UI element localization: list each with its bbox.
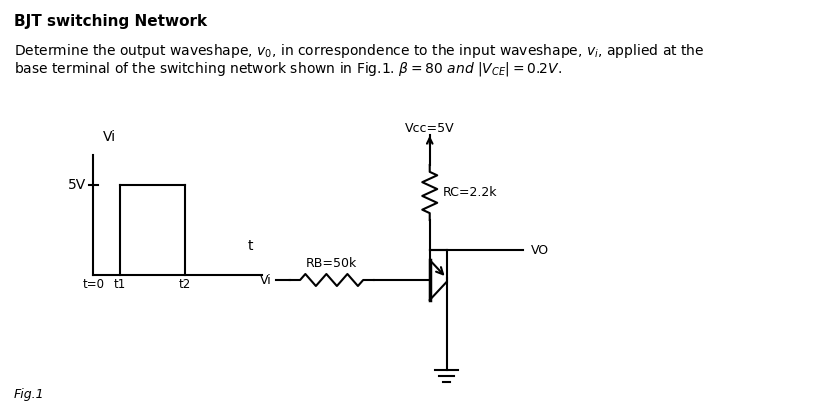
Text: Fig.1: Fig.1 (14, 388, 44, 401)
Text: Determine the output waveshape, $v_0$, in correspondence to the input waveshape,: Determine the output waveshape, $v_0$, i… (14, 42, 705, 60)
Text: t: t (247, 239, 253, 253)
Text: RB=50k: RB=50k (306, 257, 357, 270)
Text: Vi: Vi (103, 130, 116, 144)
Text: t2: t2 (179, 278, 191, 291)
Text: base terminal of the switching network shown in Fig.1. $\beta = 80$ $and$ $|V_{C: base terminal of the switching network s… (14, 60, 562, 78)
Text: VO: VO (530, 243, 549, 256)
Text: RC=2.2k: RC=2.2k (443, 186, 498, 199)
Text: BJT switching Network: BJT switching Network (14, 14, 207, 29)
Text: t1: t1 (114, 278, 126, 291)
Text: t=0: t=0 (83, 278, 104, 291)
Text: 5V: 5V (68, 178, 86, 192)
Text: Vi: Vi (260, 273, 272, 286)
Text: Vcc=5V: Vcc=5V (405, 122, 454, 135)
